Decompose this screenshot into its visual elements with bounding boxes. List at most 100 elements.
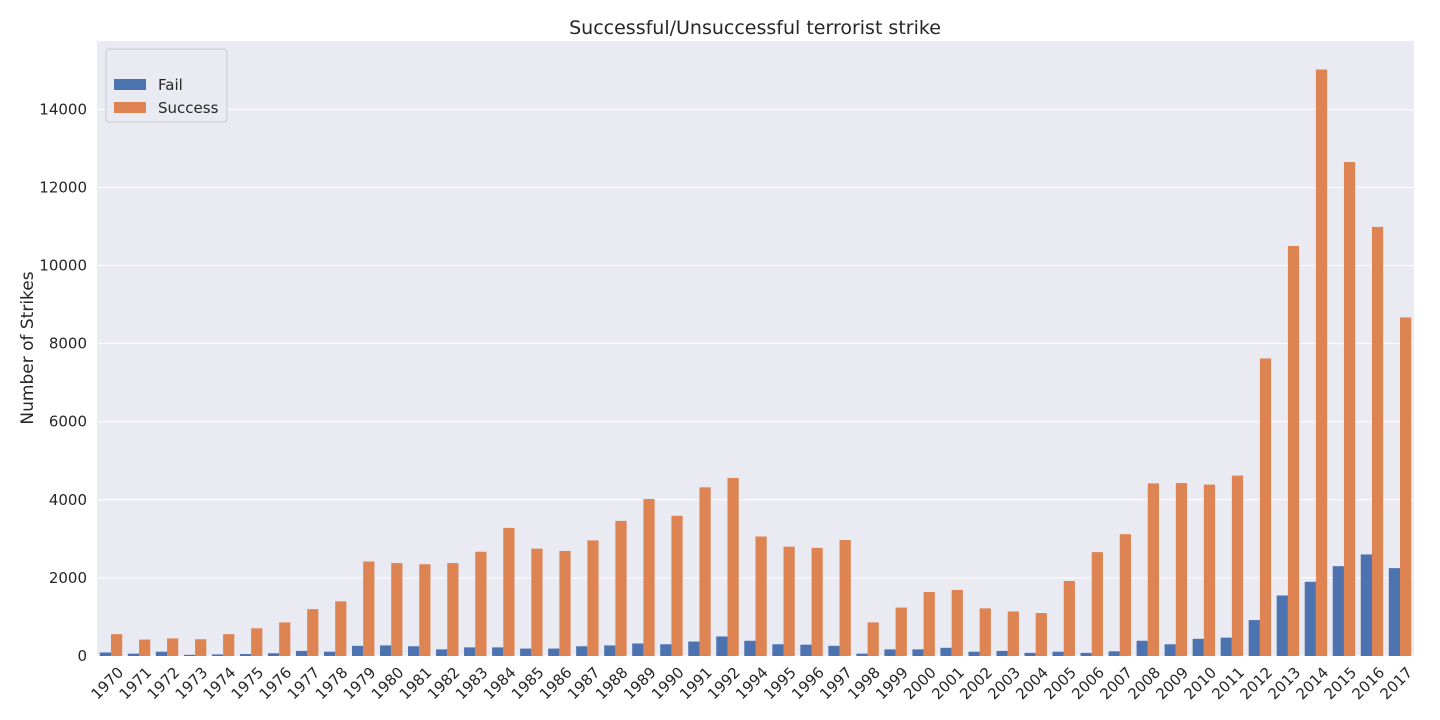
- bar-success-2000: [923, 591, 935, 656]
- bar-fail-2016: [1360, 554, 1372, 656]
- bar-success-1996: [811, 547, 823, 656]
- legend-label-fail: Fail: [158, 76, 183, 94]
- bar-success-1978: [335, 601, 347, 656]
- bar-success-1986: [559, 550, 571, 656]
- y-tick-label: 6000: [49, 413, 87, 431]
- bar-fail-2006: [1080, 652, 1092, 656]
- bar-success-1982: [447, 563, 459, 656]
- bar-fail-2012: [1248, 620, 1260, 656]
- bar-fail-2013: [1276, 595, 1288, 656]
- bar-fail-2009: [1164, 644, 1176, 656]
- bar-fail-2003: [996, 650, 1008, 656]
- bar-success-1981: [419, 564, 431, 656]
- y-tick-label: 8000: [49, 335, 87, 353]
- bar-fail-1980: [380, 645, 392, 656]
- bar-fail-1979: [351, 645, 364, 656]
- bar-success-2017: [1399, 317, 1412, 656]
- bar-fail-1997: [828, 645, 840, 656]
- bar-fail-1981: [408, 646, 420, 656]
- bar-fail-1972: [155, 651, 168, 656]
- bar-fail-1974: [211, 654, 224, 656]
- bar-success-2002: [979, 608, 991, 656]
- bar-success-1994: [755, 536, 767, 656]
- bar-fail-2008: [1136, 640, 1148, 656]
- bar-fail-1982: [436, 649, 448, 656]
- bar-success-2005: [1063, 581, 1075, 656]
- bar-fail-1985: [520, 648, 532, 656]
- bar-fail-1995: [772, 644, 784, 656]
- bar-success-2006: [1091, 552, 1103, 656]
- bar-fail-1988: [604, 645, 616, 656]
- x-tick-label: 2017: [1377, 664, 1417, 704]
- bar-success-1977: [307, 609, 319, 656]
- bar-success-1975: [251, 628, 263, 656]
- bar-success-2001: [951, 590, 963, 656]
- bar-fail-1977: [295, 650, 308, 656]
- bar-success-1990: [671, 515, 683, 656]
- bar-fail-2007: [1108, 651, 1120, 656]
- bar-success-1984: [503, 527, 515, 656]
- bar-fail-2015: [1332, 566, 1344, 656]
- bar-fail-1978: [323, 651, 336, 656]
- bar-success-2007: [1119, 534, 1131, 656]
- bar-success-1987: [587, 540, 599, 656]
- bar-success-2003: [1007, 611, 1019, 656]
- bar-fail-1970: [99, 652, 112, 656]
- bar-success-2009: [1175, 483, 1188, 656]
- bar-fail-2014: [1304, 581, 1316, 656]
- bar-success-2016: [1371, 226, 1384, 656]
- bar-fail-1998: [856, 653, 868, 656]
- bar-success-1973: [195, 639, 207, 656]
- x-tick-labels: 1970197119721973197419751976197719781979…: [88, 664, 1417, 704]
- bar-success-2013: [1287, 246, 1300, 656]
- bar-success-1999: [895, 607, 907, 656]
- bar-success-1974: [223, 634, 235, 656]
- bar-success-2012: [1259, 358, 1272, 656]
- legend-swatch-fail: [114, 79, 146, 90]
- bar-fail-2011: [1220, 637, 1232, 656]
- bar-fail-2001: [940, 647, 952, 656]
- bar-success-1992: [727, 477, 739, 656]
- bar-success-1971: [139, 639, 151, 656]
- bar-fail-1990: [660, 644, 672, 656]
- bar-success-2010: [1203, 484, 1216, 656]
- bar-success-1995: [783, 546, 795, 656]
- bar-fail-2005: [1052, 651, 1064, 656]
- y-tick-label: 4000: [49, 491, 87, 509]
- bar-success-2015: [1343, 162, 1356, 657]
- bar-success-1980: [391, 563, 403, 656]
- y-tick-label: 12000: [39, 178, 87, 196]
- bar-success-2014: [1315, 69, 1328, 656]
- bar-success-1972: [167, 638, 179, 656]
- bar-fail-1991: [688, 641, 700, 656]
- bar-success-1991: [699, 487, 711, 656]
- bar-fail-1975: [239, 654, 252, 656]
- bar-fail-2004: [1024, 652, 1036, 656]
- bar-fail-1992: [716, 636, 728, 656]
- bar-fail-2000: [912, 649, 924, 656]
- y-tick-labels: 0 2000 4000 6000 8000 10000 12000 14000: [39, 100, 87, 665]
- bar-fail-1987: [576, 646, 588, 656]
- bar-success-2011: [1231, 475, 1244, 656]
- y-tick-label: 2000: [49, 569, 87, 587]
- bar-fail-1976: [267, 653, 280, 656]
- legend-label-success: Success: [158, 99, 219, 117]
- bar-fail-2017: [1388, 568, 1400, 656]
- bar-fail-2002: [968, 651, 980, 656]
- y-tick-label: 10000: [39, 257, 87, 275]
- bar-success-1985: [531, 548, 543, 656]
- bars: [99, 69, 1412, 657]
- bar-success-1983: [475, 551, 487, 656]
- bar-fail-1996: [800, 644, 812, 656]
- bar-fail-1994: [744, 640, 756, 656]
- bar-fail-2010: [1192, 638, 1204, 656]
- bar-fail-1983: [464, 647, 476, 656]
- bar-success-2004: [1035, 613, 1047, 656]
- legend-swatch-success: [114, 102, 146, 113]
- bar-fail-1986: [548, 648, 560, 656]
- bar-fail-1989: [632, 643, 644, 656]
- bar-fail-1973: [183, 654, 196, 656]
- bar-success-2008: [1147, 483, 1160, 656]
